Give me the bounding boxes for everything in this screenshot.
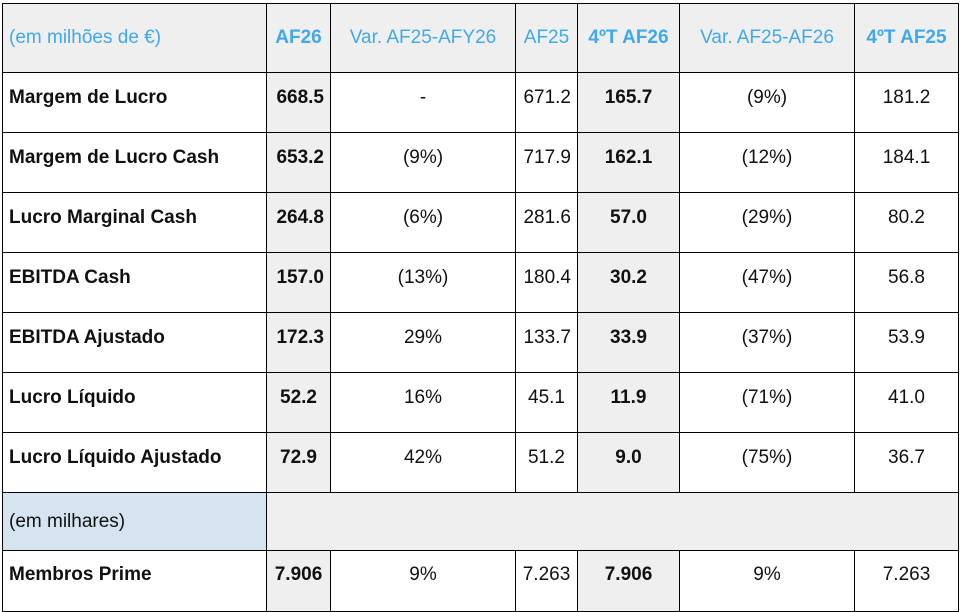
table-row: Margem de Lucro 668.5 - 671.2 165.7 (9%)… (2, 72, 959, 133)
cell-var-quarter: (12%) (679, 132, 855, 193)
cell-var-quarter: (37%) (679, 312, 855, 373)
cell-var-year: (9%) (330, 132, 516, 193)
header-af25: AF25 (515, 3, 578, 73)
cell-af25: 281.6 (515, 192, 578, 253)
header-q4-af25: 4ºT AF25 (854, 3, 959, 73)
cell-var-year: 9% (330, 550, 516, 612)
cell-q4-af25: 181.2 (854, 72, 959, 133)
table-row: Lucro Líquido 52.2 16% 45.1 11.9 (71%) 4… (2, 372, 959, 433)
cell-q4-af26: 162.1 (577, 132, 680, 193)
row-label: Margem de Lucro Cash (2, 132, 267, 193)
cell-var-quarter: (9%) (679, 72, 855, 133)
cell-af25: 671.2 (515, 72, 578, 133)
header-units: (em milhões de €) (2, 3, 267, 73)
cell-af26: 172.3 (266, 312, 331, 373)
cell-af26: 7.906 (266, 550, 331, 612)
cell-q4-af26: 9.0 (577, 432, 680, 493)
cell-q4-af25: 41.0 (854, 372, 959, 433)
row-label: Margem de Lucro (2, 72, 267, 133)
cell-af25: 45.1 (515, 372, 578, 433)
cell-var-year: 42% (330, 432, 516, 493)
cell-var-quarter: (29%) (679, 192, 855, 253)
section-label: (em milhares) (2, 492, 267, 551)
table-row: Lucro Marginal Cash 264.8 (6%) 281.6 57.… (2, 192, 959, 253)
row-label: EBITDA Ajustado (2, 312, 267, 373)
row-label: Lucro Marginal Cash (2, 192, 267, 253)
cell-q4-af25: 53.9 (854, 312, 959, 373)
cell-q4-af26: 30.2 (577, 252, 680, 313)
cell-var-year: - (330, 72, 516, 133)
cell-var-year: 29% (330, 312, 516, 373)
table-row-prime: Membros Prime 7.906 9% 7.263 7.906 9% 7.… (2, 550, 959, 612)
table-row: EBITDA Cash 157.0 (13%) 180.4 30.2 (47%)… (2, 252, 959, 313)
cell-af26: 264.8 (266, 192, 331, 253)
header-var-quarter: Var. AF25-AF26 (679, 3, 855, 73)
cell-q4-af26: 11.9 (577, 372, 680, 433)
header-q4-af26: 4ºT AF26 (577, 3, 680, 73)
cell-var-year: (6%) (330, 192, 516, 253)
row-label: EBITDA Cash (2, 252, 267, 313)
cell-q4-af26: 7.906 (577, 550, 680, 612)
cell-af26: 72.9 (266, 432, 331, 493)
cell-af25: 180.4 (515, 252, 578, 313)
cell-q4-af26: 165.7 (577, 72, 680, 133)
cell-var-quarter: 9% (679, 550, 855, 612)
cell-q4-af25: 36.7 (854, 432, 959, 493)
cell-q4-af25: 7.263 (854, 550, 959, 612)
financial-results-table: (em milhões de €) AF26 Var. AF25-AFY26 A… (2, 3, 959, 612)
cell-af25: 133.7 (515, 312, 578, 373)
cell-var-quarter: (71%) (679, 372, 855, 433)
header-var-year: Var. AF25-AFY26 (330, 3, 516, 73)
cell-q4-af26: 57.0 (577, 192, 680, 253)
cell-var-quarter: (47%) (679, 252, 855, 313)
cell-q4-af26: 33.9 (577, 312, 680, 373)
cell-af26: 653.2 (266, 132, 331, 193)
row-label: Lucro Líquido (2, 372, 267, 433)
table-row: Margem de Lucro Cash 653.2 (9%) 717.9 16… (2, 132, 959, 193)
cell-var-year: (13%) (330, 252, 516, 313)
cell-af25: 717.9 (515, 132, 578, 193)
row-label: Lucro Líquido Ajustado (2, 432, 267, 493)
section-row: (em milhares) (2, 492, 959, 551)
cell-q4-af25: 80.2 (854, 192, 959, 253)
cell-q4-af25: 184.1 (854, 132, 959, 193)
table-row: EBITDA Ajustado 172.3 29% 133.7 33.9 (37… (2, 312, 959, 373)
cell-af26: 668.5 (266, 72, 331, 133)
header-row: (em milhões de €) AF26 Var. AF25-AFY26 A… (2, 3, 959, 73)
cell-af25: 51.2 (515, 432, 578, 493)
cell-af26: 157.0 (266, 252, 331, 313)
section-spacer (266, 492, 959, 551)
cell-var-quarter: (75%) (679, 432, 855, 493)
cell-q4-af25: 56.8 (854, 252, 959, 313)
table-row: Lucro Líquido Ajustado 72.9 42% 51.2 9.0… (2, 432, 959, 493)
cell-af25: 7.263 (515, 550, 578, 612)
row-label: Membros Prime (2, 550, 267, 612)
cell-var-year: 16% (330, 372, 516, 433)
header-af26: AF26 (266, 3, 331, 73)
cell-af26: 52.2 (266, 372, 331, 433)
